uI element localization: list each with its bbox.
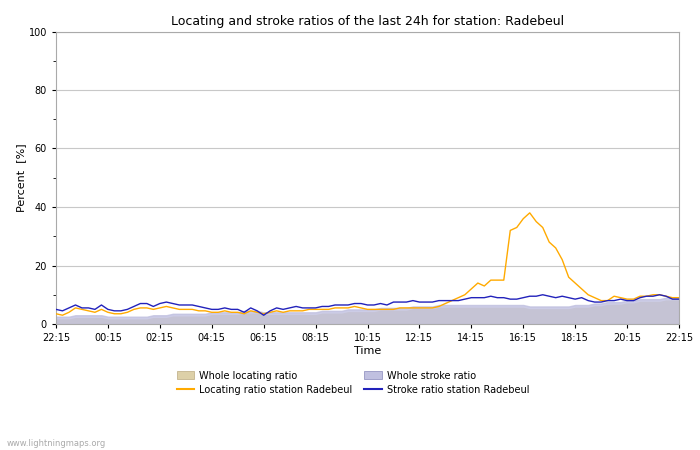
X-axis label: Time: Time [354, 346, 381, 356]
Legend: Whole locating ratio, Locating ratio station Radebeul, Whole stroke ratio, Strok: Whole locating ratio, Locating ratio sta… [173, 367, 533, 399]
Text: www.lightningmaps.org: www.lightningmaps.org [7, 439, 106, 448]
Y-axis label: Percent  [%]: Percent [%] [16, 144, 26, 212]
Title: Locating and stroke ratios of the last 24h for station: Radebeul: Locating and stroke ratios of the last 2… [171, 14, 564, 27]
